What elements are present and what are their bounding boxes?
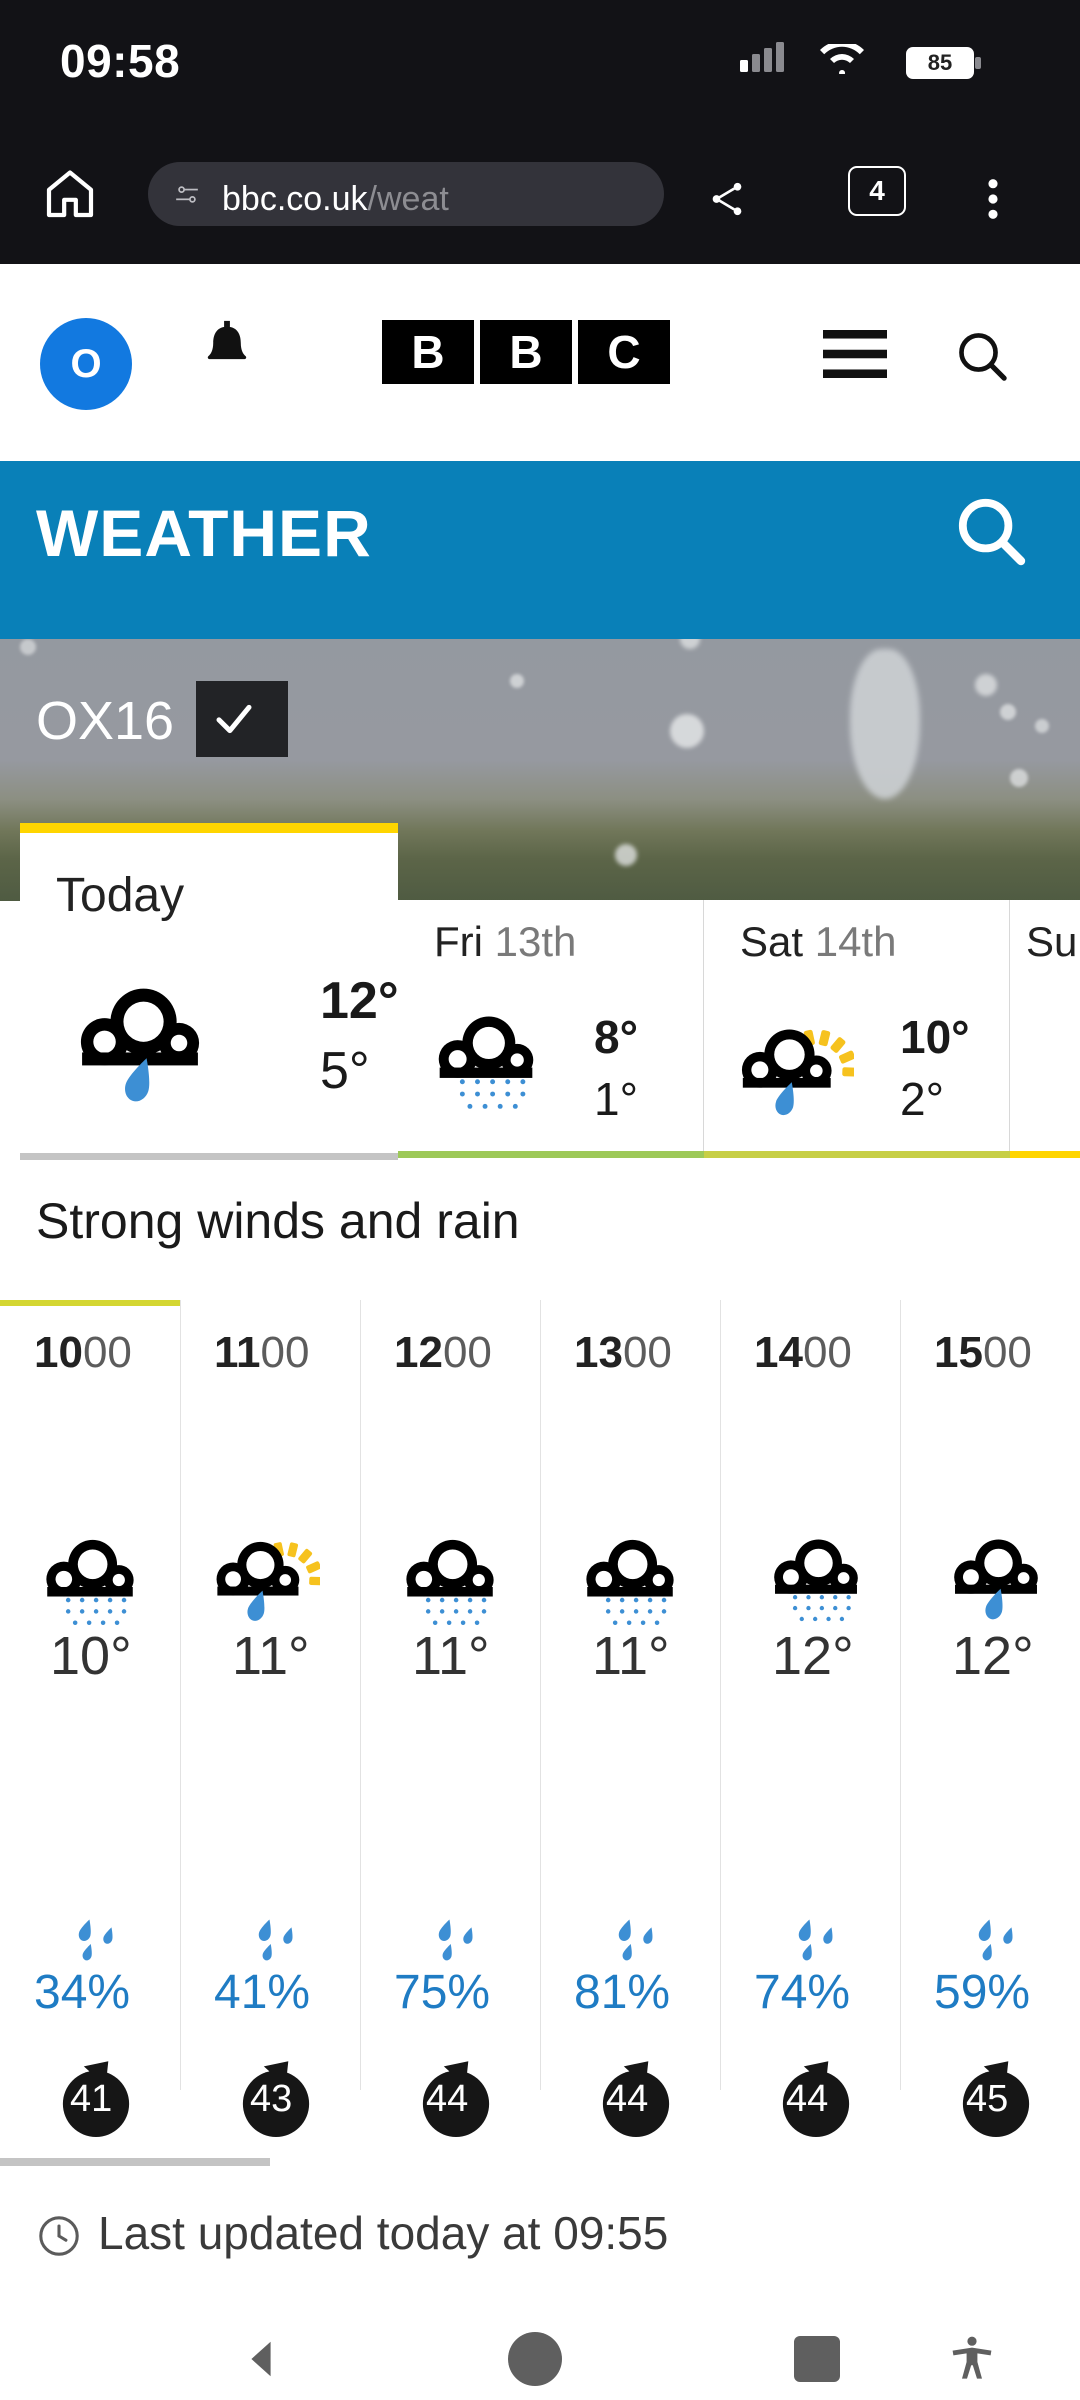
svg-text:85: 85 xyxy=(928,50,952,75)
